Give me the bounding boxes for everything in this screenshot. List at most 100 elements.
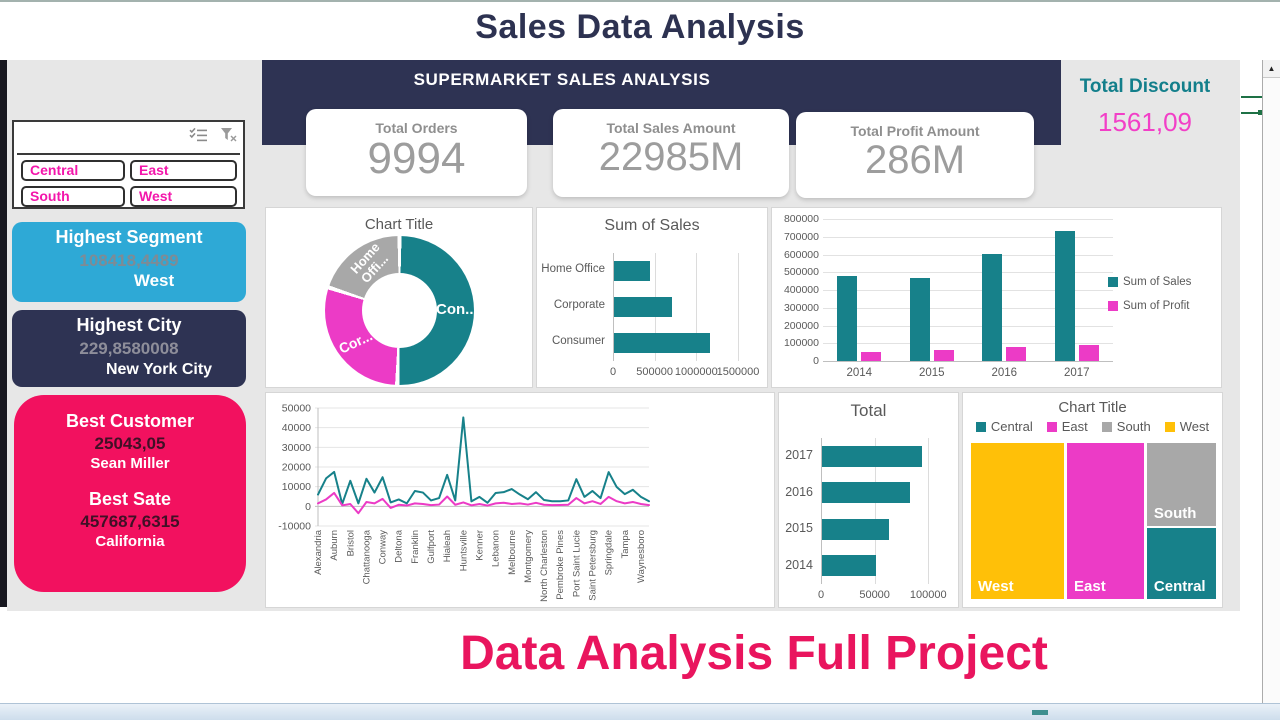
plot-area: 0 100000 200000 300000 400000 500000 600000 700…: [784, 213, 1113, 379]
gridline: [874, 438, 876, 584]
clear-filter-icon[interactable]: [220, 127, 237, 148]
region-treemap-panel[interactable]: Chart Title Central East South West West Eas…: [962, 392, 1223, 608]
legend-label: Sum of Profit: [1123, 300, 1190, 312]
svg-text:Bristol: Bristol: [345, 530, 356, 556]
highest-city-card: Highest City 229,8580008 New York City: [12, 310, 246, 387]
kpi-label: Total Profit Amount: [850, 123, 980, 139]
best-state-value: 457687,6315: [80, 512, 180, 531]
donut-slice-label: Con...: [436, 301, 478, 318]
bar-2016: [822, 482, 910, 504]
x-axis-tick: 1500000: [716, 366, 760, 378]
gridline: [823, 325, 1113, 327]
treemap-rect-Central: Central: [1146, 528, 1216, 599]
card-name: New York City: [105, 361, 213, 378]
best-customer-value: 25043,05: [94, 434, 166, 453]
highest-segment-card: Highest Segment 108418,4489 West: [12, 222, 246, 302]
total-discount-label: Total Discount: [1079, 76, 1211, 97]
total-by-year-bar-chart-panel[interactable]: Total 0 50000 100000 2017 2016 2015 2014: [778, 392, 959, 608]
svg-text:Chattanooga: Chattanooga: [361, 529, 372, 584]
svg-text:North Charleston: North Charleston: [539, 530, 550, 602]
cell-border-line: [1241, 112, 1262, 114]
legend-label: West: [1179, 419, 1210, 434]
card-title: Highest City: [76, 315, 182, 335]
y-axis-tick: 600000: [783, 248, 819, 261]
gridline: [696, 253, 698, 361]
treemap-rect-South: South: [1146, 443, 1216, 527]
kpi-label: Total Orders: [375, 120, 458, 136]
segment-donut-chart-panel[interactable]: Chart Title Con... Cor... Home Offi...: [265, 207, 533, 388]
sales-by-segment-bar-chart-panel[interactable]: Sum of Sales 0 500000 1000000 1500000 Home O…: [536, 207, 768, 388]
gridline: [928, 438, 930, 584]
scrollbar-thumb-mark[interactable]: [1032, 710, 1048, 715]
legend-item-South: South: [1101, 419, 1151, 434]
best-state-name: California: [95, 533, 165, 550]
legend-label: Sum of Sales: [1123, 276, 1192, 288]
legend-label: South: [1116, 419, 1151, 434]
x-axis-tick: 100000: [909, 589, 947, 601]
chart-title: Chart Title: [1058, 399, 1127, 416]
total-discount-block: Total Discount 1561,09: [1065, 76, 1225, 138]
slicer-button-central[interactable]: Central: [21, 160, 125, 181]
svg-text:50000: 50000: [282, 403, 311, 415]
y-axis-category: 2016: [785, 484, 813, 499]
x-axis-category: 2015: [918, 367, 945, 379]
svg-text:30000: 30000: [282, 442, 311, 454]
card-title: Highest Segment: [55, 227, 203, 247]
treemap-area: West East South Central: [971, 443, 1216, 599]
y-axis-category: Corporate: [553, 299, 605, 311]
svg-text:Auburn: Auburn: [329, 530, 340, 561]
gridline: [823, 236, 1113, 238]
y-axis-tick: 500000: [783, 266, 819, 279]
gridline: [823, 307, 1113, 309]
bar-2014: [822, 555, 876, 577]
x-axis-tick: 0: [817, 589, 825, 601]
bar-Home Office: [614, 261, 650, 281]
region-slicer[interactable]: Central East South West: [12, 120, 245, 209]
scrollbar-up-arrow-icon[interactable]: ▲: [1263, 60, 1280, 78]
svg-text:10000: 10000: [282, 481, 311, 493]
x-axis-category: 2017: [1063, 367, 1090, 379]
svg-text:Tampa: Tampa: [620, 529, 631, 558]
bar-2017: [822, 445, 922, 467]
svg-text:Melbourne: Melbourne: [507, 530, 518, 575]
sales-profit-by-city-line-chart-panel[interactable]: 50000 40000 30000 20000 10000 0 -10000 Alexandr…: [265, 392, 775, 716]
bar-2014-Sum of Sales: [837, 275, 858, 361]
window-top-border: [0, 0, 1280, 2]
svg-text:Montgomery: Montgomery: [523, 530, 534, 583]
y-axis-tick: 700000: [783, 230, 819, 243]
gridline: [823, 219, 1113, 220]
cell-selection-handle[interactable]: [1258, 110, 1263, 115]
x-axis-category: 2016: [991, 367, 1018, 379]
total-discount-value: 1561,09: [1098, 107, 1192, 137]
multi-select-icon[interactable]: [189, 127, 208, 148]
legend-item-East: East: [1046, 419, 1088, 434]
sales-profit-by-year-column-chart-panel[interactable]: 0 100000 200000 300000 400000 500000 600000 700…: [771, 207, 1222, 388]
legend-label: East: [1061, 419, 1088, 434]
plot-area: 0 50000 100000 2017 2016 2015 2014: [785, 438, 947, 601]
bar-2017-Sum of Profit: [1078, 345, 1099, 361]
card-name: West: [133, 271, 175, 290]
gridline: [823, 254, 1113, 256]
donut-hole: [362, 273, 437, 348]
horizontal-scrollbar-strip[interactable]: [0, 703, 1280, 720]
best-state-title: Best Sate: [88, 489, 172, 509]
kpi-card-total-sales: Total Sales Amount 22985M: [553, 109, 789, 197]
treemap-rect-East: East: [1067, 443, 1144, 599]
kpi-card-total-profit: Total Profit Amount 286M: [796, 112, 1034, 198]
svg-text:Deltona: Deltona: [394, 529, 405, 562]
slicer-button-east[interactable]: East: [130, 160, 237, 181]
y-axis-category: 2014: [785, 557, 813, 572]
gridline: [823, 290, 1113, 291]
treemap-label: Central: [1153, 577, 1206, 595]
x-axis-tick: 1000000: [674, 366, 718, 378]
slicer-button-south[interactable]: South: [21, 186, 125, 207]
gridline: [738, 253, 739, 361]
slicer-button-west[interactable]: West: [130, 186, 237, 207]
svg-text:40000: 40000: [282, 422, 311, 434]
plot-area: 0 500000 1000000 1500000 Home Office Corporat…: [541, 253, 759, 378]
vertical-scrollbar[interactable]: ▲: [1262, 60, 1280, 705]
y-axis-tick: 400000: [783, 284, 819, 296]
bar-2016-Sum of Sales: [982, 253, 1003, 361]
svg-text:Gulfport: Gulfport: [426, 530, 437, 564]
line-chart-svg: 50000 40000 30000 20000 10000 0 -10000Alexandr…: [278, 403, 650, 602]
